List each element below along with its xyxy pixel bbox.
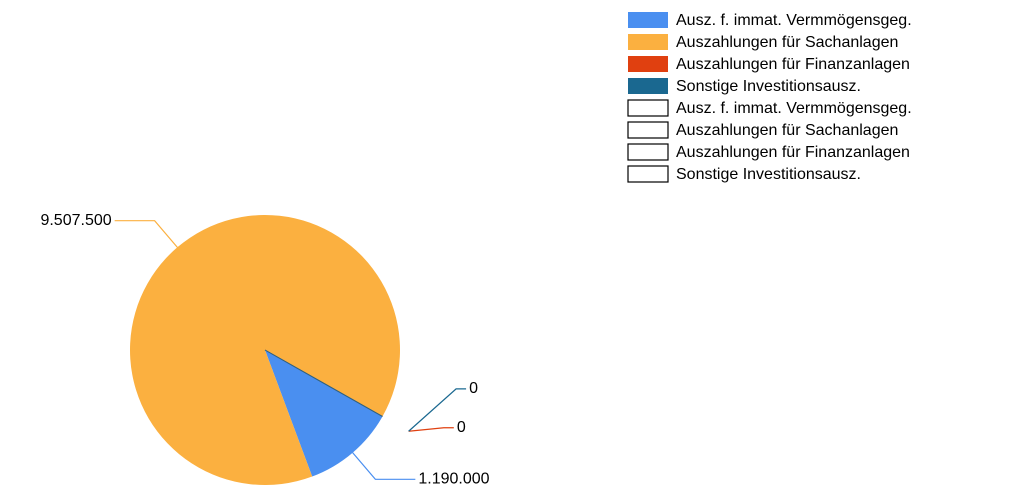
pie-slice: [265, 350, 383, 477]
leader-line: [350, 450, 416, 480]
data-label: 0: [457, 419, 466, 436]
legend-swatch: [628, 56, 668, 72]
legend-swatch: [627, 99, 669, 117]
legend-swatch: [627, 165, 669, 183]
leader-line: [114, 220, 180, 250]
legend-label: Auszahlungen für Sachanlagen: [676, 34, 898, 51]
legend-swatch: [628, 78, 668, 94]
legend-label: Auszahlungen für Finanzanlagen: [676, 56, 910, 73]
legend-label: Ausz. f. immat. Vermmögensgeg.: [676, 12, 912, 29]
pie-slice: [264, 349, 383, 417]
legend-swatch: [627, 143, 669, 161]
leader-line: [408, 388, 467, 432]
leader-line: [408, 427, 454, 432]
data-label: 9.507.500: [40, 212, 111, 229]
data-label: 1.190.000: [418, 471, 489, 486]
legend-label: Auszahlungen für Finanzanlagen: [676, 144, 910, 161]
legend-swatch: [627, 121, 669, 139]
legend-swatch: [628, 34, 668, 50]
legend-label: Auszahlungen für Sachanlagen: [676, 122, 898, 139]
legend-label: Sonstige Investitionsausz.: [676, 78, 861, 95]
data-label: 0: [469, 380, 478, 397]
legend-label: Ausz. f. immat. Vermmögensgeg.: [676, 100, 912, 117]
legend-label: Sonstige Investitionsausz.: [676, 166, 861, 183]
legend-swatch: [628, 12, 668, 28]
